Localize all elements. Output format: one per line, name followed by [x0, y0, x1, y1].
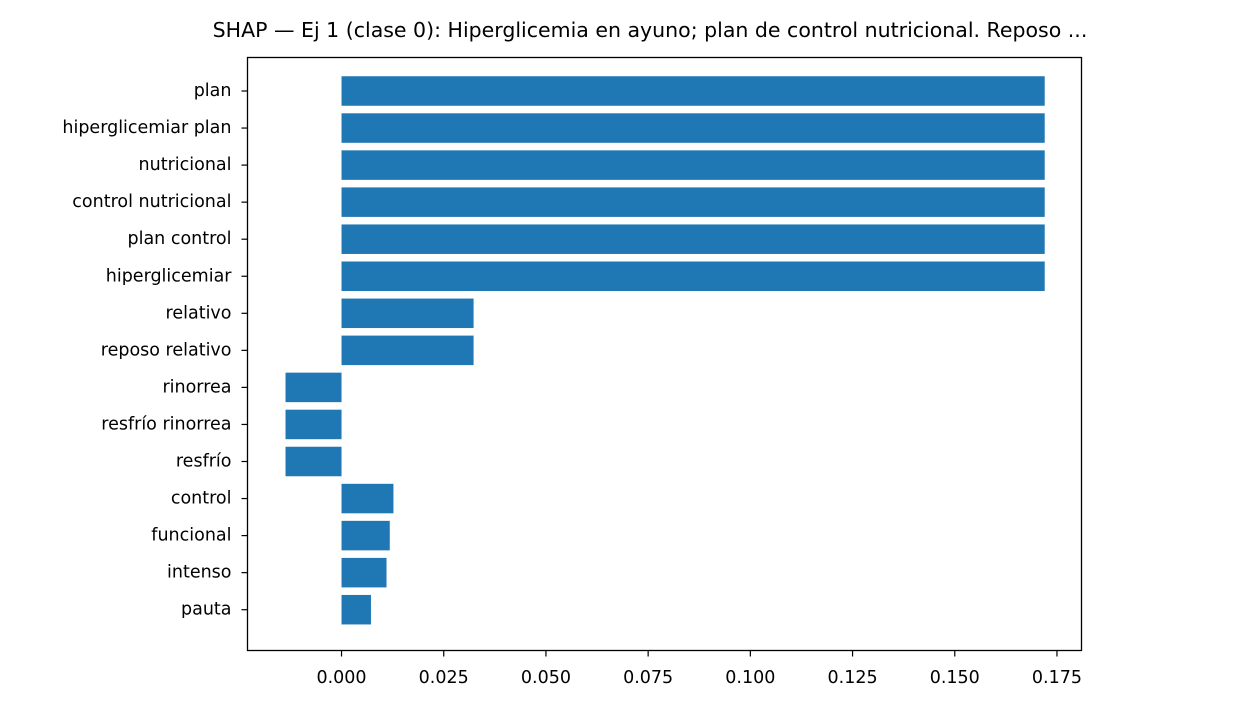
bars-layer — [285, 76, 1045, 625]
y-tick-label: control — [171, 489, 232, 509]
bar-hiperglicemiar-plan — [341, 113, 1045, 143]
bar-funcional — [341, 520, 390, 551]
bar-pauta — [341, 594, 371, 625]
bar-control — [341, 483, 394, 514]
y-tick-label: control nutricional — [72, 192, 231, 212]
y-tick-label: relativo — [166, 303, 232, 323]
y-tick-label: hiperglicemiar plan — [62, 118, 231, 138]
y-tick-label: funcional — [151, 526, 231, 546]
x-tick-label: 0.100 — [725, 668, 775, 688]
x-tick-label: 0.050 — [521, 668, 571, 688]
x-tick-label: 0.175 — [1032, 668, 1082, 688]
bar-nutricional — [341, 150, 1045, 180]
y-tick-label: reposo relativo — [101, 340, 232, 360]
x-tick-label: 0.125 — [828, 668, 878, 688]
y-tick-label: resfrío rinorrea — [101, 414, 231, 434]
y-tick-label: plan — [194, 81, 232, 101]
bar-resfrío — [285, 446, 342, 477]
bar-relativo — [341, 298, 474, 329]
y-tick-label: nutricional — [139, 155, 232, 175]
y-tick-label: resfrío — [176, 452, 232, 472]
plot-frame — [246, 56, 1083, 652]
y-tick-label: plan control — [127, 229, 231, 249]
chart-title: SHAP — Ej 1 (clase 0): Hiperglicemia en … — [213, 18, 1088, 42]
y-tick-label: pauta — [181, 600, 232, 620]
y-tick-label: hiperglicemiar — [106, 266, 233, 286]
y-tick-label: intenso — [167, 563, 232, 583]
bar-plan-control — [341, 224, 1045, 254]
bar-hiperglicemiar — [341, 261, 1045, 291]
bar-resfrío-rinorrea — [285, 409, 342, 440]
bar-rinorrea — [285, 372, 342, 403]
x-tick-label: 0.000 — [316, 668, 366, 688]
x-tick-label: 0.150 — [930, 668, 980, 688]
bar-control-nutricional — [341, 187, 1045, 217]
x-axis-ticks: 0.000 0.025 0.050 0.075 0.100 0.125 0.150 0.175 — [316, 650, 1082, 688]
bar-plan — [341, 76, 1045, 106]
y-tick-label: rinorrea — [162, 377, 231, 397]
y-tick-labels: plan hiperglicemiar plan nutricional contro… — [62, 81, 248, 620]
bar-intenso — [341, 557, 387, 588]
bar-reposo-relativo — [341, 335, 474, 366]
x-tick-label: 0.075 — [623, 668, 673, 688]
x-tick-label: 0.025 — [419, 668, 469, 688]
